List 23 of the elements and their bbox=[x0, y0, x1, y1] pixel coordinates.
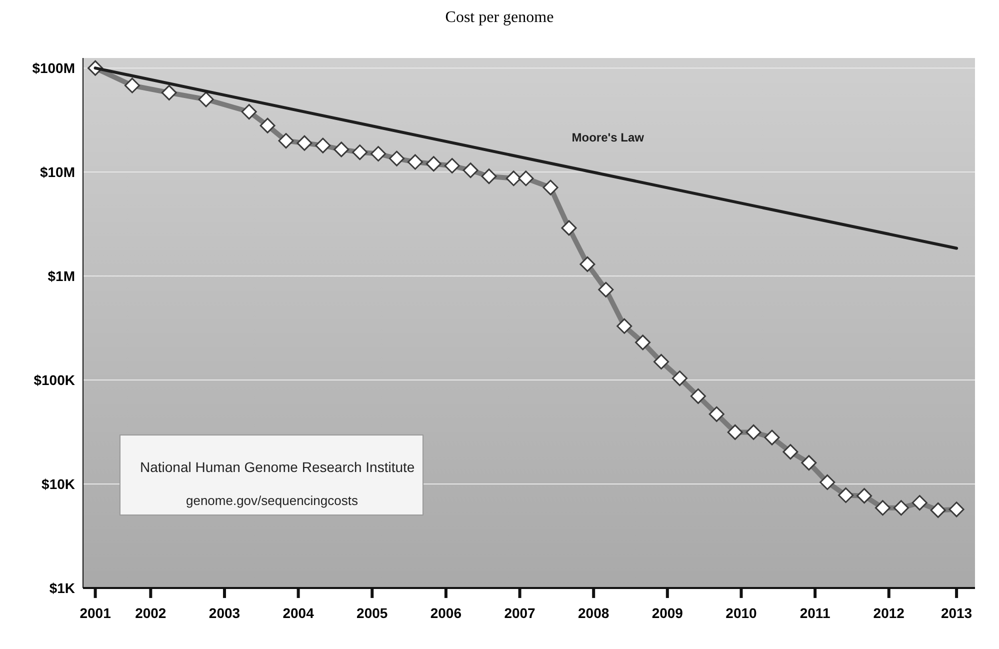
x-tick-label: 2003 bbox=[208, 605, 240, 621]
x-tick-label: 2007 bbox=[504, 605, 536, 621]
x-tick-label: 2004 bbox=[282, 605, 314, 621]
y-tick-label: $1K bbox=[49, 580, 75, 596]
y-tick-label: $1M bbox=[48, 268, 75, 284]
x-tick-label: 2002 bbox=[135, 605, 166, 621]
x-tick-label: 2001 bbox=[80, 605, 112, 621]
series-label: Moore's Law bbox=[572, 130, 645, 145]
annotation: National Human Genome Research Institute bbox=[140, 459, 415, 475]
x-tick-label: 2011 bbox=[800, 605, 830, 621]
y-tick-label: $10K bbox=[42, 476, 75, 492]
y-tick-label: $10M bbox=[40, 164, 75, 180]
y-tick-label: $100M bbox=[32, 60, 75, 76]
chart-title: Cost per genome bbox=[445, 9, 554, 26]
x-tick-label: 2005 bbox=[356, 605, 388, 621]
x-tick-label: 2006 bbox=[430, 605, 462, 621]
x-tick-label: 2013 bbox=[940, 605, 972, 621]
x-tick-label: 2010 bbox=[726, 605, 758, 621]
x-tick-label: 2012 bbox=[873, 605, 905, 621]
y-tick-label: $100K bbox=[34, 372, 75, 388]
x-tick-label: 2008 bbox=[578, 605, 610, 621]
annotation: genome.gov/sequencingcosts bbox=[186, 493, 358, 508]
x-tick-label: 2009 bbox=[652, 605, 684, 621]
